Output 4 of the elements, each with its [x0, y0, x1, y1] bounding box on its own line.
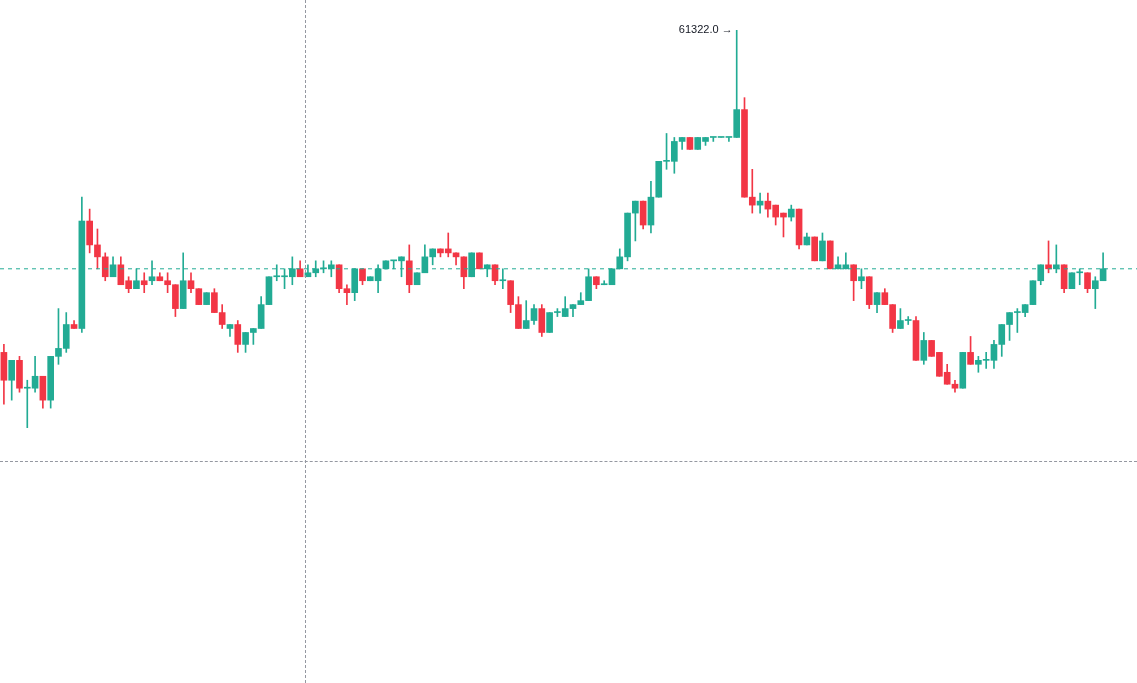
candlestick: [140, 272, 148, 294]
candlestick: [748, 168, 756, 214]
candlestick: [343, 284, 351, 305]
annotation: 61322.0 →: [678, 23, 733, 36]
